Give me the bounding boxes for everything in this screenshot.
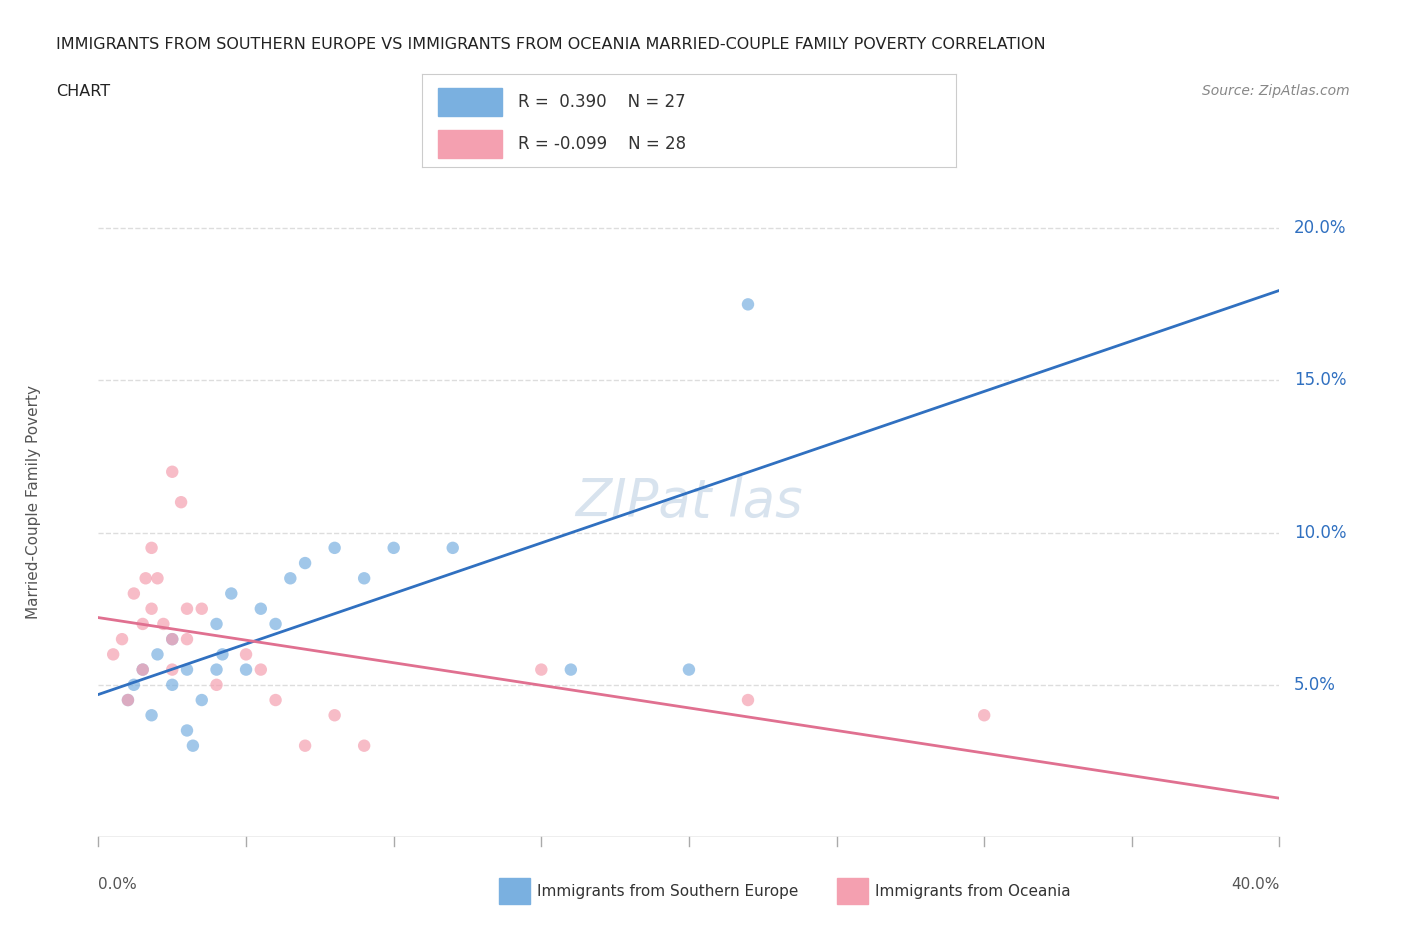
Point — [122, 586, 145, 601]
Point — [294, 738, 316, 753]
Point — [353, 738, 375, 753]
Text: Immigrants from Southern Europe: Immigrants from Southern Europe — [537, 884, 799, 898]
Point — [278, 571, 302, 586]
Point — [132, 662, 155, 677]
Bar — [437, 88, 502, 116]
Point — [181, 738, 204, 753]
Bar — [499, 878, 530, 904]
Bar — [837, 878, 868, 904]
Text: Immigrants from Oceania: Immigrants from Oceania — [875, 884, 1070, 898]
Point — [353, 571, 375, 586]
Point — [152, 617, 174, 631]
Text: Married-Couple Family Poverty: Married-Couple Family Poverty — [25, 385, 41, 619]
Point — [530, 662, 553, 677]
Point — [132, 617, 155, 631]
Point — [973, 708, 995, 723]
Point — [250, 602, 273, 617]
Point — [737, 297, 759, 312]
Point — [170, 495, 193, 510]
Point — [103, 647, 125, 662]
Point — [294, 555, 316, 570]
Text: Source: ZipAtlas.com: Source: ZipAtlas.com — [1202, 84, 1350, 98]
Text: CHART: CHART — [56, 84, 110, 99]
Point — [191, 693, 214, 708]
Point — [211, 647, 233, 662]
Text: 20.0%: 20.0% — [1294, 219, 1347, 237]
Point — [141, 708, 163, 723]
Point — [382, 540, 405, 555]
Point — [191, 602, 214, 617]
Point — [162, 464, 183, 479]
Text: 0.0%: 0.0% — [98, 877, 138, 892]
Point — [205, 617, 228, 631]
Point — [219, 586, 242, 601]
Text: 10.0%: 10.0% — [1294, 524, 1347, 541]
Text: ZIPat las: ZIPat las — [575, 476, 803, 528]
Point — [162, 631, 183, 646]
Point — [205, 662, 228, 677]
Point — [146, 571, 169, 586]
Point — [141, 540, 163, 555]
Point — [235, 662, 257, 677]
Point — [678, 662, 700, 677]
Bar — [437, 130, 502, 158]
Point — [111, 631, 134, 646]
Text: R = -0.099    N = 28: R = -0.099 N = 28 — [517, 135, 686, 153]
Text: 15.0%: 15.0% — [1294, 371, 1347, 390]
Point — [117, 693, 139, 708]
Point — [323, 540, 346, 555]
Point — [146, 647, 169, 662]
Point — [264, 617, 287, 631]
Point — [323, 708, 346, 723]
Point — [117, 693, 139, 708]
Point — [176, 631, 198, 646]
Point — [176, 662, 198, 677]
Point — [737, 693, 759, 708]
Point — [250, 662, 273, 677]
Point — [176, 602, 198, 617]
Point — [162, 631, 183, 646]
Text: R =  0.390    N = 27: R = 0.390 N = 27 — [517, 93, 686, 112]
Point — [132, 662, 155, 677]
Point — [441, 540, 464, 555]
Point — [162, 662, 183, 677]
Text: 5.0%: 5.0% — [1294, 676, 1336, 694]
Point — [560, 662, 582, 677]
Text: IMMIGRANTS FROM SOUTHERN EUROPE VS IMMIGRANTS FROM OCEANIA MARRIED-COUPLE FAMILY: IMMIGRANTS FROM SOUTHERN EUROPE VS IMMIG… — [56, 37, 1046, 52]
Point — [162, 677, 183, 692]
Point — [176, 723, 198, 737]
Point — [205, 677, 228, 692]
Point — [135, 571, 157, 586]
Point — [264, 693, 287, 708]
Point — [141, 602, 163, 617]
Point — [122, 677, 145, 692]
Text: 40.0%: 40.0% — [1232, 877, 1279, 892]
Point — [235, 647, 257, 662]
